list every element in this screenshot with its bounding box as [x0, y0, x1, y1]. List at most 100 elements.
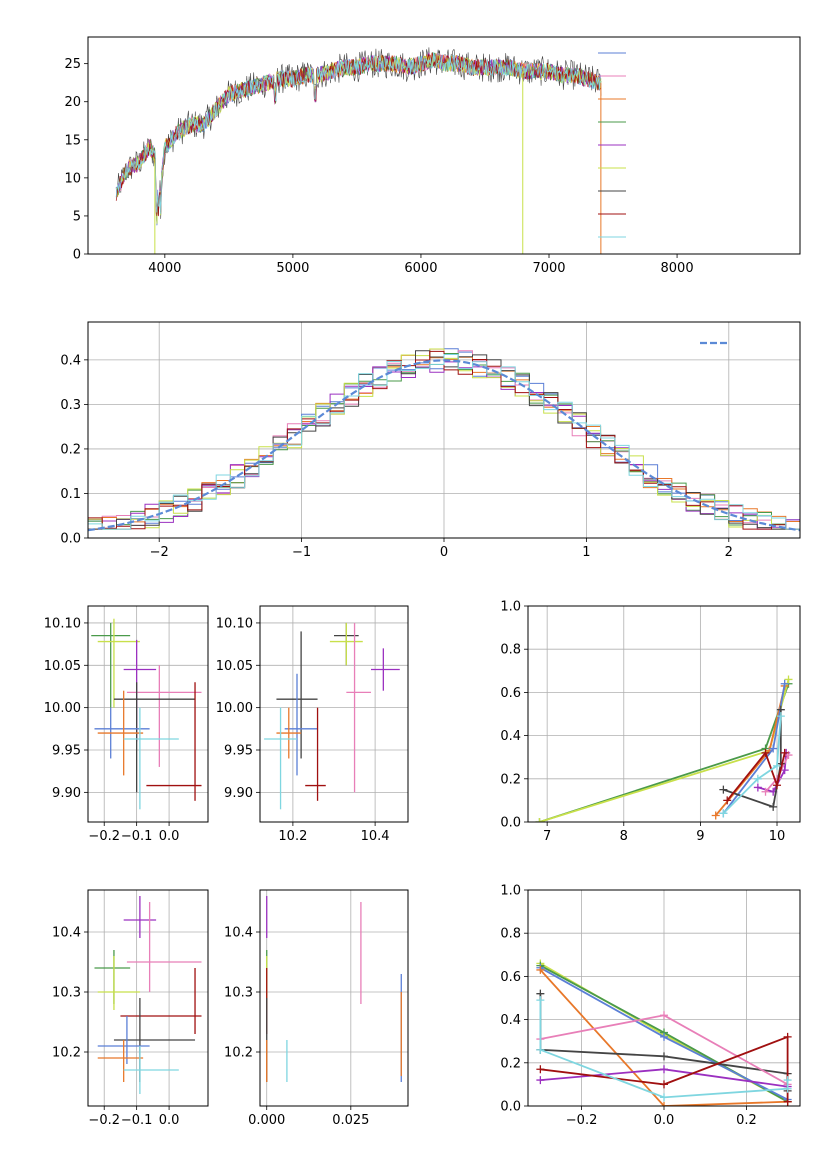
y-tick-label: 0.2 [60, 442, 81, 457]
error-bar-point [346, 622, 371, 793]
y-tick-label: 1.0 [500, 884, 521, 899]
y-tick-label: 9.90 [52, 786, 81, 801]
mass-weight-vs-Z-frame [527, 889, 801, 1107]
y-tick-label: 0.0 [500, 816, 521, 831]
y-tick-label: 9.95 [224, 744, 253, 759]
y-tick-label: 10.4 [224, 926, 253, 941]
y-tick-label: 1.0 [500, 600, 521, 615]
histogram-step [88, 354, 800, 530]
y-tick-label: 10.3 [52, 986, 81, 1001]
mass-weight-vs-age-plot-area [535, 675, 793, 822]
plus-marker [536, 1065, 545, 1074]
x-tick-label: 4000 [148, 261, 181, 276]
plus-marker [660, 1032, 668, 1041]
error-bar-point [97, 956, 140, 1010]
x-tick-label: −0.2 [566, 1113, 598, 1128]
mass-vs-EBV-panel: 0.000 0.025 10.2 10.3 10.4 [224, 889, 409, 1128]
plus-marker [773, 781, 782, 790]
plus-marker [536, 965, 545, 974]
plus-marker [773, 761, 782, 770]
legend [598, 52, 626, 238]
y-tick-label: 25 [64, 57, 81, 72]
histogram-step [88, 361, 800, 530]
x-tick-label: −2 [150, 545, 169, 560]
x-tick-label: 5000 [276, 261, 309, 276]
plus-marker [660, 1080, 668, 1089]
plus-marker [660, 1093, 668, 1102]
plus-marker [660, 1011, 668, 1020]
spectrum-line [115, 52, 602, 214]
plus-marker [660, 1102, 668, 1106]
x-tick-label: 7 [543, 829, 551, 844]
y-tick-label: 0.2 [500, 1056, 521, 1071]
x-tick-label: 2 [725, 545, 733, 560]
age-vs-Z-frame [87, 605, 209, 823]
error-bar-point [371, 648, 400, 691]
x-tick-label: 7000 [532, 261, 565, 276]
y-tick-label: 10.2 [224, 1046, 253, 1061]
plus-marker [783, 1097, 792, 1106]
residual-histogram-plot-area [88, 348, 800, 532]
weight-line [539, 679, 790, 822]
y-tick-label: 0 [73, 248, 81, 263]
plus-marker [753, 774, 762, 783]
x-tick-label: 0.0 [159, 1113, 180, 1128]
plus-marker [769, 802, 778, 811]
error-bar-point [94, 950, 131, 1004]
y-tick-label: 10.4 [52, 926, 81, 941]
error-bar-point [284, 673, 318, 776]
y-tick-label: 0.3 [60, 398, 81, 413]
error-bar-point [97, 690, 144, 776]
mass-vs-EBV-frame [259, 889, 409, 1107]
mass-vs-Z-frame [87, 889, 209, 1107]
plus-marker [780, 679, 789, 688]
plus-marker [723, 796, 732, 805]
x-tick-label: 0.0 [654, 1113, 675, 1128]
x-tick-label: 9 [696, 829, 704, 844]
x-tick-label: 1 [582, 545, 590, 560]
y-tick-label: 10.3 [224, 986, 253, 1001]
plus-marker [660, 1065, 668, 1074]
mass-vs-Z-panel: −0.2 −0.1 0.0 10.2 10.3 10.4 [52, 889, 209, 1128]
spectrum-line [115, 52, 602, 215]
spectrum-frame [87, 36, 801, 255]
error-bar-point [97, 618, 140, 708]
y-tick-label: 10.05 [216, 659, 253, 674]
histogram-step [88, 354, 800, 530]
plus-marker [769, 744, 778, 753]
plus-marker [719, 809, 728, 818]
mass-weight-vs-age-panel: 7 8 9 10 0.0 0.2 0.4 0.6 0.8 1.0 [500, 600, 801, 844]
plus-marker [535, 818, 544, 822]
weight-line [539, 969, 788, 1106]
plus-marker [761, 748, 770, 757]
age-vs-mass-panel: 10.2 10.4 9.90 9.95 10.00 10.05 10.10 [216, 605, 409, 844]
x-tick-label: 10 [769, 829, 786, 844]
error-bar-point [146, 682, 202, 801]
y-tick-label: 9.90 [224, 786, 253, 801]
y-tick-label: 0.1 [60, 487, 81, 502]
error-bar-point [123, 707, 179, 810]
residual-histogram-frame [87, 321, 801, 539]
error-bar-point [264, 707, 297, 810]
error-bar-point [126, 902, 202, 992]
x-tick-label: 0.2 [736, 1113, 757, 1128]
y-tick-label: 9.95 [52, 744, 81, 759]
plus-marker [776, 712, 785, 721]
y-tick-label: 20 [64, 95, 81, 110]
plus-marker [536, 996, 545, 1005]
plus-marker [783, 1076, 792, 1085]
y-tick-label: 0.0 [60, 532, 81, 547]
y-tick-label: 0.8 [500, 927, 521, 942]
mass-weight-vs-Z-plot-area [536, 959, 792, 1106]
y-tick-label: 0.8 [500, 643, 521, 658]
x-tick-label: 10.2 [278, 829, 307, 844]
spectrum-plot-area [115, 47, 602, 254]
x-tick-label: 0.025 [332, 1113, 369, 1128]
plus-marker [753, 783, 762, 792]
y-tick-label: 10.2 [52, 1046, 81, 1061]
age-vs-mass-plot-area [264, 622, 400, 810]
y-tick-label: 10.00 [216, 701, 253, 716]
y-tick-label: 10.10 [44, 616, 81, 631]
error-bar-point [123, 896, 157, 938]
plus-marker [536, 1045, 545, 1054]
